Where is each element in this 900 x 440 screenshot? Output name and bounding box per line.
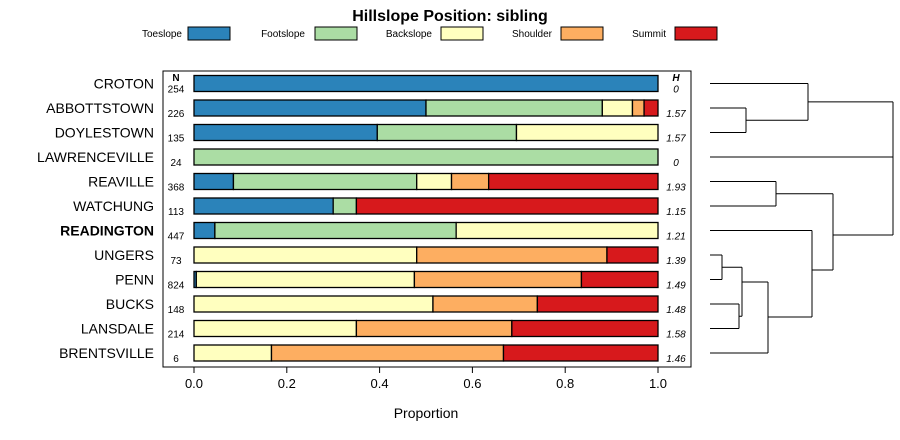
category-label: WATCHUNG [73,198,154,214]
x-tick-label: 0.6 [463,376,481,391]
h-value: 1.57 [666,134,686,145]
bar-segment-shoulder [270,344,505,362]
legend-label-toeslope: Toeslope [142,29,182,40]
plot-frame [162,70,692,368]
n-value: 214 [168,330,185,341]
category-label: ABBOTTSTOWN [46,100,154,116]
h-value: 0 [673,158,679,169]
x-tick-label: 0.8 [556,376,574,391]
bar-segment-toeslope [193,197,334,215]
n-column-header: N [172,73,179,84]
bar-segment-toeslope [193,99,427,117]
h-value: 1.21 [666,232,685,243]
bar-segment-toeslope [193,123,378,142]
category-label: UNGERS [94,247,154,263]
h-value: 1.46 [666,354,686,365]
legend-label-footslope: Footslope [261,29,305,40]
bar-segment-toeslope [193,74,659,93]
bar-segment-summit [511,319,659,338]
chart-title: Hillslope Position: sibling [352,8,548,25]
x-tick-label: 0.2 [278,376,296,391]
bar-segment-summit [355,197,659,215]
bar-segment-footslope [376,123,518,142]
h-value: 1.48 [666,305,686,316]
bar-segment-shoulder [432,295,539,313]
bar-segment-toeslope [193,172,235,191]
legend-swatch-summit [674,26,718,41]
category-label: READINGTON [60,223,154,239]
bar-segment-backslope [195,270,416,289]
legend-swatch-shoulder [560,26,604,41]
bar-segment-summit [502,344,659,362]
x-axis-label: Proportion [394,405,459,421]
h-value: 1.58 [666,330,686,341]
h-value: 1.39 [666,256,686,267]
h-value: 1.49 [666,281,686,292]
bar-segment-toeslope [193,221,216,240]
legend-label-shoulder: Shoulder [512,29,553,40]
n-value: 254 [168,85,185,96]
category-label: BRENTSVILLE [59,345,154,361]
bar-segment-summit [643,99,659,117]
bar-segment-footslope [214,221,457,240]
bar-segment-shoulder [450,172,490,191]
h-column-header: H [672,73,680,84]
bar-segment-shoulder [413,270,583,289]
category-label: LANSDALE [81,321,154,337]
category-label: REAVILLE [88,174,154,190]
x-axis: 0.0 0.2 0.4 0.6 0.8 1.0 [185,367,667,391]
legend: Toeslope Footslope Backslope Shoulder Summit [142,26,718,41]
n-value: 148 [168,305,185,316]
bar-segment-footslope [193,148,659,166]
bar-segment-backslope [193,246,418,264]
bar-segment-backslope [601,99,634,117]
n-value: 447 [168,232,185,243]
chart-rows: CROTON 254 0 ABBOTTSTOWN 226 1.57 DOYLESTOWN 13… [37,74,686,365]
h-value: 0 [673,85,679,96]
bar-segment-shoulder [416,246,608,264]
dendrogram [710,83,894,354]
legend-swatch-footslope [314,26,358,41]
bar-segment-backslope [455,221,659,240]
bar-segment-summit [606,246,659,264]
bar-segment-shoulder [355,319,513,338]
bar-segment-footslope [232,172,418,191]
bar-segment-backslope [193,344,273,362]
legend-label-backslope: Backslope [386,29,433,40]
legend-label-summit: Summit [632,29,666,40]
bar-segment-summit [536,295,659,313]
h-value: 1.93 [666,183,686,194]
bar-segment-backslope [416,172,453,191]
h-value: 1.15 [666,207,686,218]
x-tick-label: 0.0 [185,376,203,391]
category-label: LAWRENCEVILLE [37,149,154,165]
bar-segment-summit [487,172,659,191]
x-tick-label: 1.0 [649,376,667,391]
bar-segment-backslope [193,295,434,313]
bar-segment-backslope [193,319,358,338]
n-value: 226 [168,109,185,120]
bar-segment-footslope [425,99,603,117]
h-value: 1.57 [666,109,686,120]
category-label: DOYLESTOWN [55,125,154,141]
n-value: 135 [168,134,185,145]
n-value: 6 [173,354,179,365]
n-value: 368 [168,183,185,194]
bar-segment-shoulder [631,99,645,117]
bar-segment-summit [580,270,659,289]
n-value: 24 [170,158,182,169]
x-tick-label: 0.4 [371,376,389,391]
category-label: CROTON [94,76,154,92]
legend-swatch-toeslope [187,26,231,41]
n-value: 113 [168,207,184,218]
n-value: 824 [168,281,185,292]
n-value: 73 [170,256,182,267]
legend-swatch-backslope [440,26,484,41]
category-label: PENN [115,272,154,288]
bar-segment-backslope [515,123,659,142]
category-label: BUCKS [106,296,154,312]
bar-segment-footslope [332,197,358,215]
